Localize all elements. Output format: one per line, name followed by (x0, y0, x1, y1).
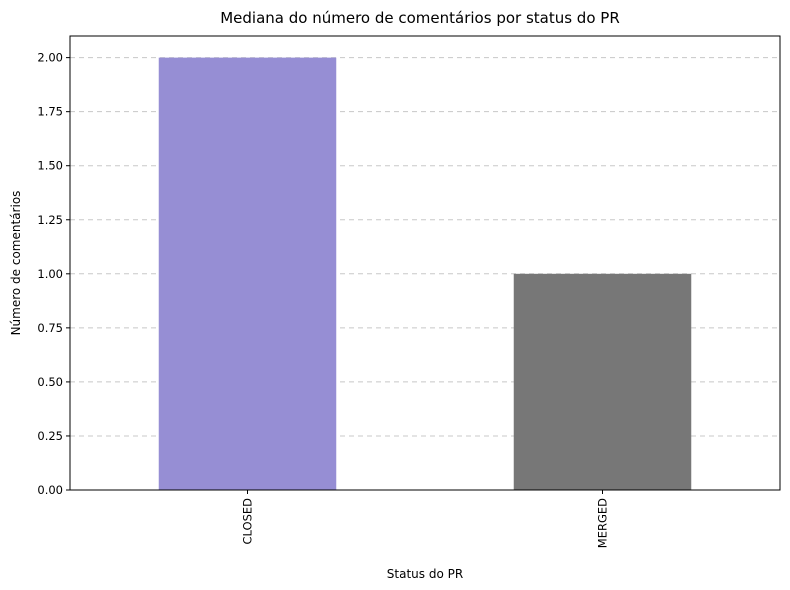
chart-title: Mediana do número de comentários por sta… (220, 9, 620, 27)
y-tick-label: 0.75 (37, 321, 63, 335)
y-axis-ticks: 0.00 0.25 0.50 0.75 1.00 1.25 1.50 1.75 2.00 (37, 51, 70, 497)
bar-closed (158, 57, 337, 490)
x-axis-ticks: CLOSED MERGED (241, 490, 610, 548)
y-tick-label: 0.25 (37, 429, 63, 443)
y-tick-label: 1.00 (37, 267, 63, 281)
y-tick-label: 1.25 (37, 213, 63, 227)
x-axis-label: Status do PR (387, 567, 463, 581)
y-tick-label: 0.00 (37, 483, 63, 497)
x-tick-label: CLOSED (241, 498, 255, 545)
y-tick-label: 1.50 (37, 159, 63, 173)
bars (158, 57, 692, 490)
y-tick-label: 1.75 (37, 105, 63, 119)
y-tick-label: 2.00 (37, 51, 63, 65)
y-axis-label: Número de comentários (9, 191, 23, 336)
plot-frame (69, 35, 781, 491)
bar-merged (513, 273, 692, 490)
x-tick-label: MERGED (596, 498, 610, 548)
y-tick-label: 0.50 (37, 375, 63, 389)
